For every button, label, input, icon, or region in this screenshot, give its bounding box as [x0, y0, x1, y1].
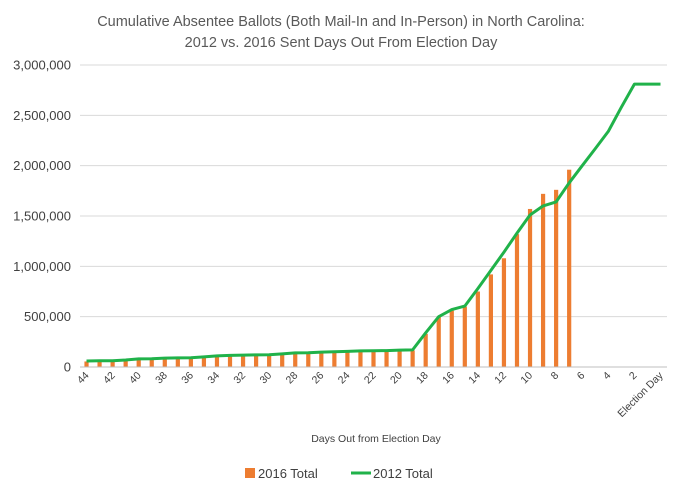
bar-2016 [423, 333, 428, 367]
legend-label-2016: 2016 Total [258, 466, 318, 481]
bar-2016 [488, 274, 493, 367]
y-tick-label: 500,000 [24, 309, 71, 324]
bar-2016 [436, 316, 441, 367]
bar-2016 [149, 358, 154, 367]
bar-2016 [123, 360, 128, 367]
chart-title-line-1: Cumulative Absentee Ballots (Both Mail-I… [97, 14, 585, 30]
legend-label-2012: 2012 Total [373, 466, 433, 481]
legend-swatch-2016 [245, 468, 255, 478]
y-axis-tick-labels: 0 500,000 1,000,000 1,500,000 2,000,000 2,500… [13, 58, 71, 375]
y-tick-label: 2,500,000 [13, 108, 71, 123]
bar-2016 [540, 193, 546, 367]
y-tick-label: 1,000,000 [13, 259, 71, 274]
bar-2016 [371, 351, 376, 367]
bar-2016 [293, 353, 298, 367]
bar-2016 [214, 356, 220, 367]
x-axis-label: Days Out from Election Day [311, 433, 441, 445]
bar-2016 [175, 358, 180, 367]
bar-2016 [110, 360, 115, 367]
bar-2016 [410, 350, 415, 367]
bar-2016 [97, 360, 102, 367]
bar-2016 [384, 351, 389, 367]
series-2016-bars [84, 169, 572, 367]
bar-2016 [567, 169, 572, 367]
bar-2016 [188, 357, 193, 367]
bar-2016 [227, 355, 233, 367]
bar-2016 [514, 234, 520, 367]
bar-2016 [201, 357, 207, 367]
bar-2016 [332, 352, 337, 367]
bar-2016 [345, 351, 350, 367]
bar-2016 [554, 189, 559, 367]
bar-2016 [397, 350, 402, 367]
y-tick-label: 1,500,000 [13, 209, 71, 224]
y-tick-label: 2,000,000 [13, 158, 71, 173]
y-tick-label: 0 [64, 360, 71, 375]
legend: 2016 Total 2012 Total [245, 466, 433, 481]
bar-2016 [162, 358, 167, 367]
y-tick-label: 3,000,000 [13, 58, 71, 73]
chart-title-line-2: 2012 vs. 2016 Sent Days Out From Electio… [185, 35, 498, 51]
bar-2016 [319, 352, 324, 367]
bar-2016 [240, 355, 246, 367]
bar-2016 [462, 306, 467, 367]
bar-2016 [306, 353, 311, 367]
series-2012-line [86, 82, 661, 363]
bar-2016 [136, 359, 141, 367]
line-2012 [86, 82, 661, 363]
bar-2016 [527, 208, 533, 367]
bar-2016 [358, 351, 363, 367]
bar-2016 [280, 354, 285, 367]
bar-2016 [449, 310, 454, 367]
bar-2016 [254, 355, 259, 367]
bar-2016 [475, 291, 480, 367]
bar-2016 [84, 361, 89, 367]
bar-2016 [501, 258, 507, 367]
bar-2016 [267, 354, 272, 367]
